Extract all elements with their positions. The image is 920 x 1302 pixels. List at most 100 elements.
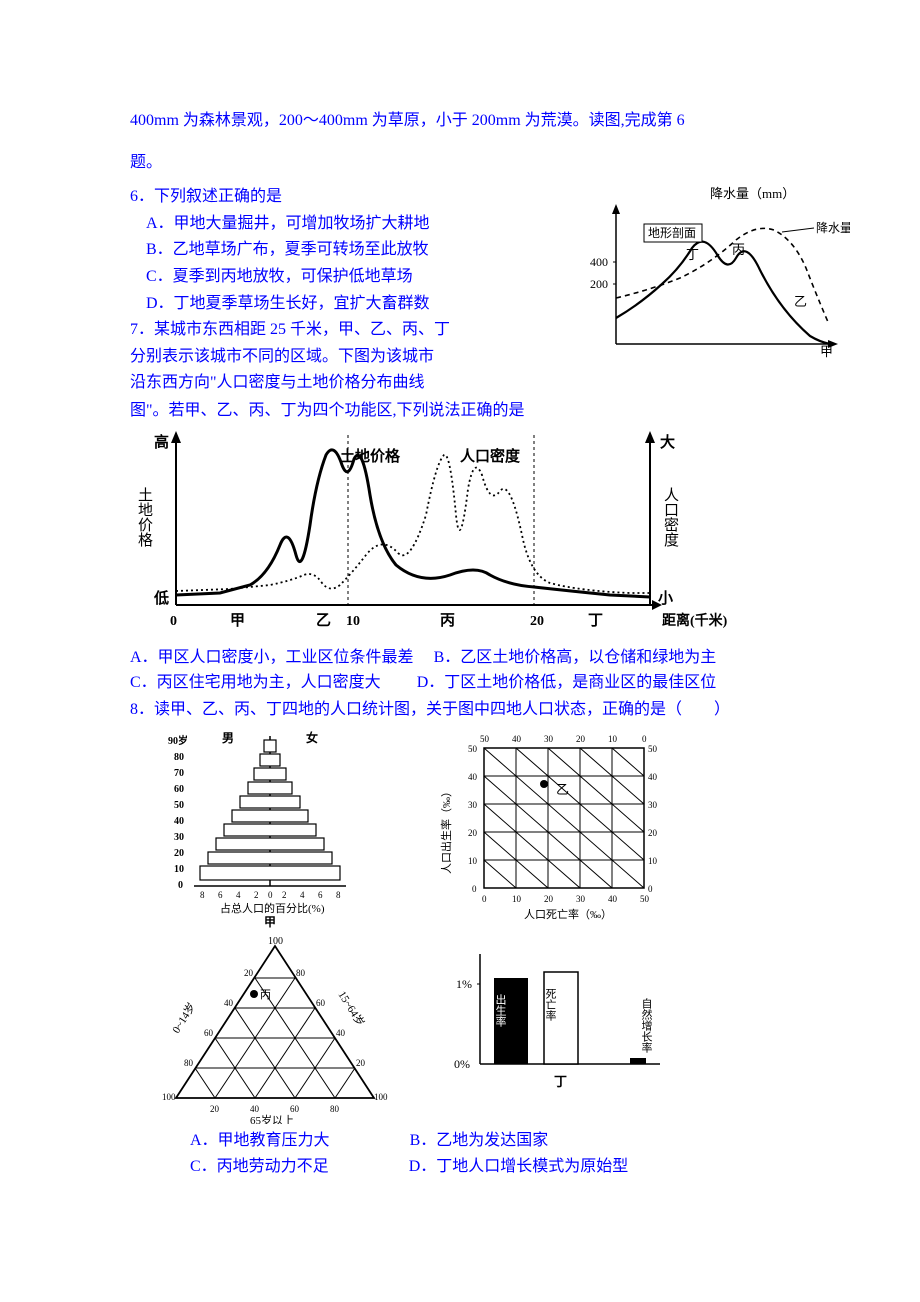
svg-text:0: 0 bbox=[648, 884, 653, 894]
svg-text:0: 0 bbox=[642, 734, 647, 744]
svg-text:丁: 丁 bbox=[686, 247, 699, 262]
svg-text:人口死亡率（‰）: 人口死亡率（‰） bbox=[524, 907, 612, 921]
svg-text:65岁以上: 65岁以上 bbox=[250, 1113, 294, 1124]
q8-figs-row1: 90岁 80 70 60 50 40 30 20 10 0 男 女 bbox=[160, 728, 850, 928]
svg-text:2: 2 bbox=[254, 890, 259, 900]
svg-text:100: 100 bbox=[268, 936, 283, 947]
q7-opt-d: D．丁区土地价格低，是商业区的最佳区位 bbox=[417, 674, 717, 691]
svg-text:20: 20 bbox=[544, 894, 554, 904]
svg-text:土地价格: 土地价格 bbox=[340, 447, 401, 465]
svg-text:50: 50 bbox=[648, 744, 658, 754]
svg-text:甲: 甲 bbox=[820, 344, 833, 359]
svg-text:30: 30 bbox=[544, 734, 554, 744]
svg-text:丙: 丙 bbox=[260, 989, 271, 1001]
svg-text:地形剖面: 地形剖面 bbox=[648, 226, 696, 240]
precipitation-figure: 降水量（mm） 400 200 地形剖面 丁 丙 乙 甲 降水量 bbox=[580, 184, 850, 374]
svg-text:80: 80 bbox=[184, 1058, 194, 1068]
svg-text:60: 60 bbox=[174, 784, 184, 795]
svg-text:400: 400 bbox=[590, 255, 608, 269]
ternary-figure: 丙 100 204060 80100 806040 20100 20406080… bbox=[160, 934, 390, 1124]
pyramid-figure: 90岁 80 70 60 50 40 30 20 10 0 男 女 bbox=[160, 728, 380, 928]
svg-text:10: 10 bbox=[608, 734, 618, 744]
svg-text:降水量: 降水量 bbox=[816, 221, 850, 235]
intro-line2: 题。 bbox=[130, 154, 162, 171]
svg-text:0~14岁: 0~14岁 bbox=[169, 1000, 199, 1036]
svg-text:50: 50 bbox=[468, 744, 478, 754]
svg-text:50: 50 bbox=[480, 734, 490, 744]
svg-text:距离(千米): 距离(千米) bbox=[662, 612, 728, 629]
svg-text:人口密度: 人口密度 bbox=[662, 487, 679, 547]
svg-text:高: 高 bbox=[154, 433, 169, 451]
svg-text:20: 20 bbox=[530, 614, 544, 629]
svg-text:6: 6 bbox=[318, 890, 323, 900]
svg-text:丙: 丙 bbox=[732, 242, 745, 257]
svg-text:自然增长率: 自然增长率 bbox=[640, 998, 653, 1054]
svg-text:女: 女 bbox=[306, 730, 318, 745]
svg-text:40: 40 bbox=[224, 998, 234, 1008]
svg-text:40: 40 bbox=[468, 772, 478, 782]
svg-text:100: 100 bbox=[162, 1092, 176, 1102]
svg-text:丁: 丁 bbox=[554, 1074, 567, 1089]
q8-stem: 8．读甲、乙、丙、丁四地的人口统计图，关于图中四地人口状态，正确的是（ ） bbox=[130, 697, 850, 723]
svg-text:80: 80 bbox=[174, 752, 184, 763]
svg-text:人口密度: 人口密度 bbox=[460, 447, 521, 465]
svg-text:甲: 甲 bbox=[264, 915, 276, 928]
intro-line1: 400mm 为森林景观，200～400mm 为草原，小于 200mm 为荒漠。读… bbox=[130, 112, 685, 129]
q7-stem4: 图"。若甲、乙、丙、丁为四个功能区,下列说法正确的是 bbox=[130, 398, 850, 424]
svg-text:200: 200 bbox=[590, 277, 608, 291]
svg-text:40: 40 bbox=[250, 1104, 260, 1114]
q7-opt-c: C．丙区住宅用地为主，人口密度大 bbox=[130, 674, 381, 691]
svg-text:死亡率: 死亡率 bbox=[544, 988, 557, 1022]
svg-text:乙: 乙 bbox=[794, 294, 807, 309]
svg-text:丁: 丁 bbox=[588, 613, 603, 629]
svg-text:20: 20 bbox=[468, 828, 478, 838]
question-6-block: 降水量（mm） 400 200 地形剖面 丁 丙 乙 甲 降水量 6．下 bbox=[130, 184, 850, 423]
city-density-figure: 高 土地价格 低 大 人口密度 小 0 甲 乙 10 丙 20 丁 距离(千米)… bbox=[130, 425, 850, 645]
svg-text:20: 20 bbox=[356, 1058, 366, 1068]
svg-text:40: 40 bbox=[608, 894, 618, 904]
svg-text:丙: 丙 bbox=[440, 612, 455, 629]
svg-text:30: 30 bbox=[648, 800, 658, 810]
svg-text:60: 60 bbox=[204, 1028, 214, 1038]
q8-figs-row2: 丙 100 204060 80100 806040 20100 20406080… bbox=[160, 934, 850, 1124]
svg-text:30: 30 bbox=[576, 894, 586, 904]
svg-text:人口出生率（‰）: 人口出生率（‰） bbox=[440, 786, 453, 874]
svg-text:50: 50 bbox=[640, 894, 650, 904]
q7-options: A．甲区人口密度小，工业区位条件最差 B．乙区土地价格高，以仓储和绿地为主 C．… bbox=[130, 645, 850, 696]
svg-text:0: 0 bbox=[482, 894, 487, 904]
q8-options: A．甲地教育压力大 B．乙地为发达国家 C．丙地劳动力不足 D．丁地人口增长模式… bbox=[190, 1128, 850, 1179]
intro-text: 400mm 为森林景观，200～400mm 为草原，小于 200mm 为荒漠。读… bbox=[130, 100, 850, 183]
svg-text:30: 30 bbox=[468, 800, 478, 810]
svg-text:100: 100 bbox=[374, 1092, 388, 1102]
svg-text:80: 80 bbox=[296, 968, 306, 978]
svg-text:8: 8 bbox=[336, 890, 341, 900]
svg-text:50: 50 bbox=[174, 800, 184, 811]
q8-opt-c: C．丙地劳动力不足 bbox=[190, 1154, 329, 1180]
svg-text:40: 40 bbox=[512, 734, 522, 744]
svg-text:60: 60 bbox=[316, 998, 326, 1008]
q7-opt-a: A．甲区人口密度小，工业区位条件最差 bbox=[130, 649, 414, 666]
q8-opt-a: A．甲地教育压力大 bbox=[190, 1128, 330, 1154]
svg-text:0: 0 bbox=[170, 614, 177, 629]
svg-text:1%: 1% bbox=[456, 977, 472, 991]
svg-text:20: 20 bbox=[210, 1104, 220, 1114]
svg-text:10: 10 bbox=[174, 864, 184, 875]
svg-text:男: 男 bbox=[222, 731, 234, 745]
precip-title: 降水量（mm） bbox=[710, 186, 795, 201]
svg-text:乙: 乙 bbox=[556, 782, 569, 797]
svg-text:20: 20 bbox=[244, 968, 254, 978]
svg-text:10: 10 bbox=[512, 894, 522, 904]
svg-text:8: 8 bbox=[200, 890, 205, 900]
svg-text:4: 4 bbox=[236, 890, 241, 900]
svg-text:20: 20 bbox=[648, 828, 658, 838]
svg-text:20: 20 bbox=[576, 734, 586, 744]
svg-text:0: 0 bbox=[268, 890, 273, 900]
svg-text:占总人口的百分比(%): 占总人口的百分比(%) bbox=[220, 901, 325, 915]
svg-text:80: 80 bbox=[330, 1104, 340, 1114]
svg-text:20: 20 bbox=[174, 848, 184, 859]
svg-text:低: 低 bbox=[153, 589, 169, 607]
svg-text:40: 40 bbox=[648, 772, 658, 782]
svg-text:60: 60 bbox=[290, 1104, 300, 1114]
svg-text:90岁: 90岁 bbox=[168, 734, 188, 747]
svg-text:乙: 乙 bbox=[316, 613, 331, 629]
